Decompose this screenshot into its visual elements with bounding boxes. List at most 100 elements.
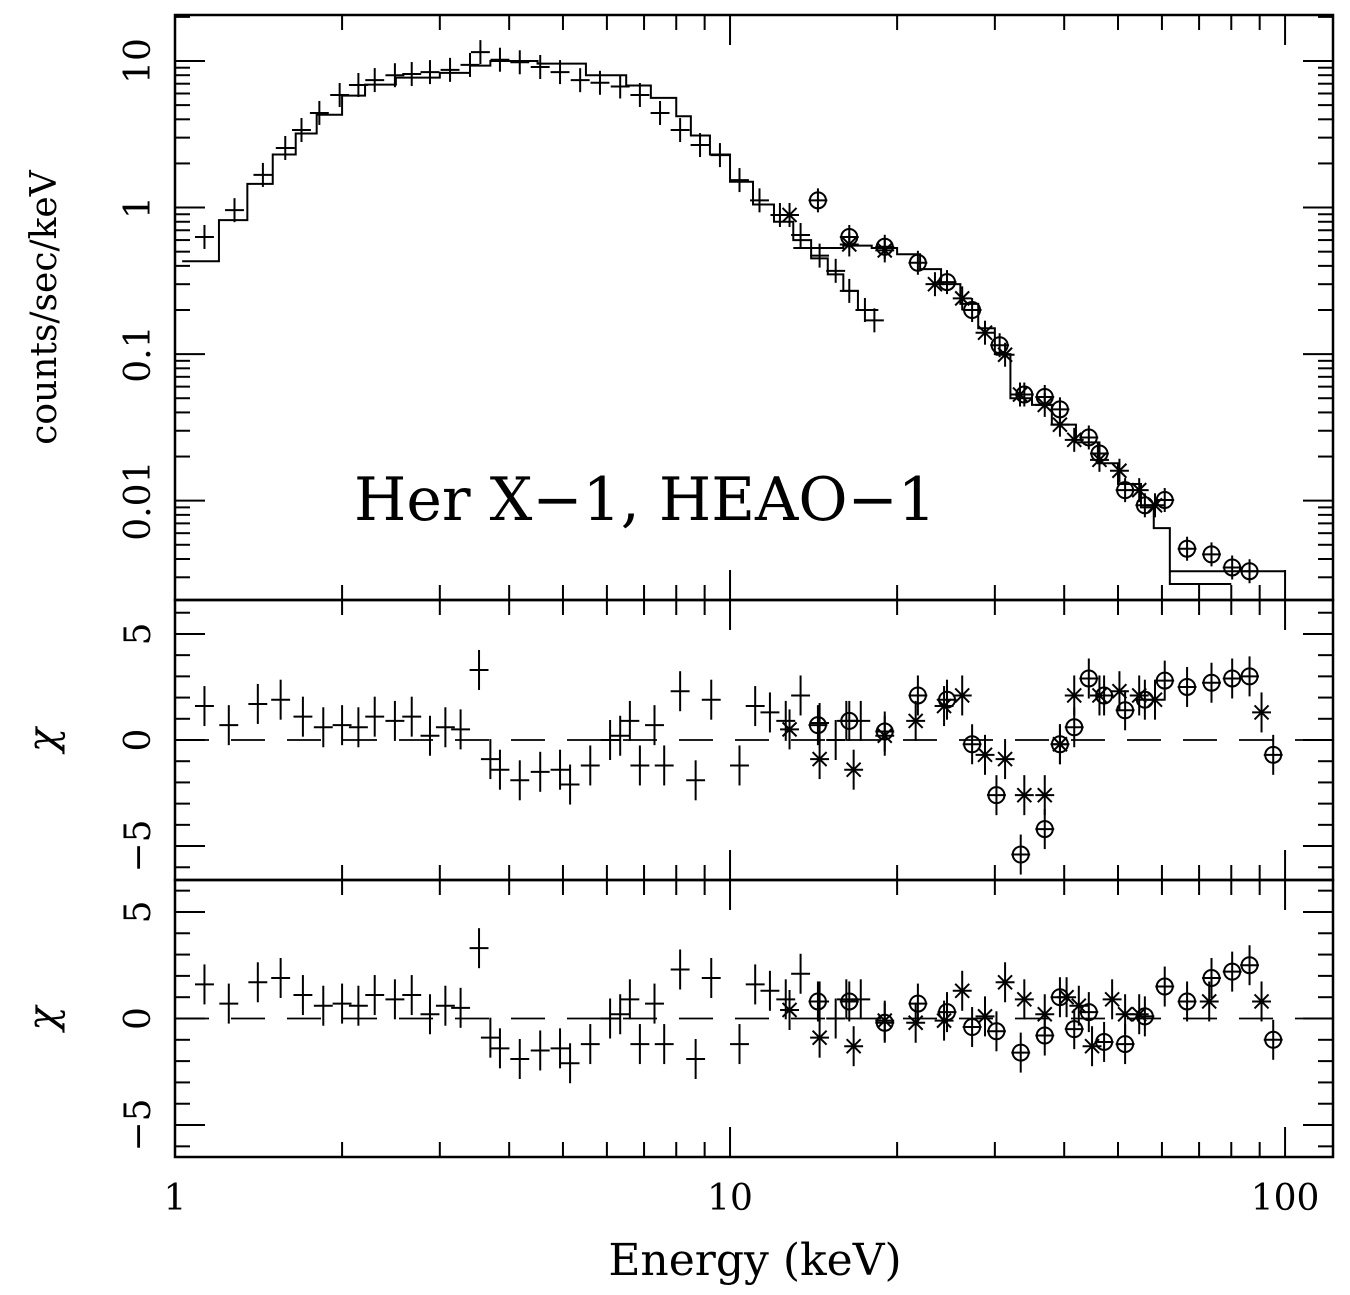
circle-marker bbox=[1050, 988, 1069, 1007]
y-tick-label: 5 bbox=[118, 622, 159, 645]
y-tick-label: 10 bbox=[118, 38, 159, 84]
data-point-circle bbox=[1050, 724, 1070, 765]
data-point-star bbox=[975, 996, 995, 1037]
x-tick-label: 10 bbox=[707, 1178, 753, 1219]
data-point-circle bbox=[962, 724, 982, 765]
circle-marker bbox=[1240, 956, 1259, 975]
data-point-circle bbox=[1050, 977, 1070, 1018]
star-marker bbox=[811, 751, 828, 767]
data-point-plus bbox=[550, 1028, 570, 1069]
data-point-circle bbox=[1222, 658, 1242, 699]
data-point-plus bbox=[293, 975, 313, 1016]
data-point-circle bbox=[1263, 1019, 1283, 1060]
data-point-circle bbox=[1094, 1021, 1114, 1062]
data-point-plus bbox=[839, 278, 859, 303]
circle-marker bbox=[987, 786, 1006, 805]
data-point-plus bbox=[253, 162, 273, 187]
data-point-plus bbox=[620, 979, 640, 1020]
circle-marker bbox=[1050, 400, 1069, 419]
data-point-circle bbox=[937, 270, 957, 295]
data-point-circle bbox=[1089, 441, 1109, 466]
circle-marker bbox=[1223, 669, 1242, 688]
data-point-plus bbox=[745, 686, 765, 727]
circle-marker bbox=[875, 1013, 894, 1032]
circle-marker bbox=[938, 1003, 957, 1022]
data-point-plus bbox=[791, 222, 811, 247]
annotation-label: Her X−1, HEAO−1 bbox=[354, 465, 936, 535]
data-point-circle bbox=[990, 333, 1010, 358]
star-marker bbox=[1117, 1006, 1133, 1022]
data-point-plus bbox=[776, 700, 796, 741]
data-point-plus bbox=[480, 739, 500, 780]
y-tick-label: 5 bbox=[118, 901, 159, 924]
circle-marker bbox=[1011, 1043, 1030, 1062]
data-point-circle bbox=[1202, 958, 1221, 999]
data-point-plus bbox=[309, 100, 329, 125]
data-point-plus bbox=[480, 1017, 500, 1058]
data-point-plus bbox=[580, 745, 600, 786]
data-point-circle bbox=[808, 705, 828, 746]
data-point-plus bbox=[402, 696, 422, 737]
data-point-plus bbox=[248, 683, 268, 724]
data-point-star bbox=[995, 342, 1015, 367]
data-point-plus bbox=[348, 985, 368, 1026]
data-point-plus bbox=[686, 760, 706, 801]
data-point-plus bbox=[435, 707, 455, 748]
circle-marker bbox=[963, 1018, 982, 1037]
data-point-circle bbox=[986, 775, 1006, 816]
data-point-star bbox=[1102, 979, 1122, 1020]
data-point-star bbox=[1014, 775, 1034, 816]
star-marker bbox=[907, 1015, 924, 1031]
data-point-plus bbox=[730, 168, 749, 193]
circle-marker bbox=[1035, 1026, 1054, 1045]
data-point-star bbox=[780, 202, 799, 227]
star-marker bbox=[1253, 993, 1270, 1010]
y-tick-label: 0.01 bbox=[118, 461, 159, 541]
data-point-plus bbox=[219, 705, 239, 746]
data-point-plus bbox=[292, 118, 311, 143]
circle-marker bbox=[1090, 444, 1109, 463]
data-point-circle bbox=[937, 679, 957, 720]
data-point-plus bbox=[630, 745, 650, 786]
data-point-plus bbox=[760, 970, 780, 1011]
circle-marker bbox=[1011, 845, 1030, 864]
star-marker bbox=[1037, 787, 1053, 803]
data-point-plus bbox=[271, 958, 291, 999]
data-point-plus bbox=[469, 650, 489, 690]
data-point-plus bbox=[670, 949, 690, 990]
data-point-circle bbox=[1135, 996, 1155, 1037]
data-point-circle bbox=[962, 1007, 982, 1048]
data-point-plus bbox=[654, 745, 674, 786]
data-point-plus bbox=[620, 700, 640, 741]
data-point-circle bbox=[1263, 734, 1283, 775]
data-point-plus bbox=[348, 707, 368, 748]
data-point-plus bbox=[745, 964, 765, 1005]
star-marker bbox=[1037, 1006, 1053, 1022]
model-step-line bbox=[793, 244, 1232, 586]
star-marker bbox=[977, 747, 993, 763]
circle-marker bbox=[808, 191, 827, 210]
data-point-plus bbox=[710, 143, 730, 168]
circle-marker bbox=[908, 253, 927, 272]
data-point-plus bbox=[590, 70, 610, 95]
model-step-line bbox=[182, 59, 879, 311]
panel-residuals-2 bbox=[173, 878, 1335, 1159]
star-marker bbox=[954, 983, 970, 999]
y-tick-label: −5 bbox=[118, 1098, 159, 1151]
data-point-circle bbox=[839, 981, 859, 1022]
data-point-star bbox=[1082, 1026, 1102, 1067]
data-point-circle bbox=[1094, 675, 1114, 716]
circle-marker bbox=[908, 686, 927, 705]
data-point-plus bbox=[730, 1024, 749, 1065]
data-point-plus bbox=[365, 975, 385, 1016]
x-tick-label: 1 bbox=[164, 1178, 187, 1219]
star-marker bbox=[1016, 787, 1033, 803]
data-point-circle bbox=[908, 983, 928, 1024]
data-point-plus bbox=[313, 985, 333, 1026]
circle-marker bbox=[1178, 539, 1197, 558]
data-point-circle bbox=[1079, 425, 1099, 450]
data-point-circle bbox=[808, 981, 828, 1022]
data-point-star bbox=[1199, 981, 1219, 1022]
data-point-plus bbox=[490, 1028, 510, 1069]
